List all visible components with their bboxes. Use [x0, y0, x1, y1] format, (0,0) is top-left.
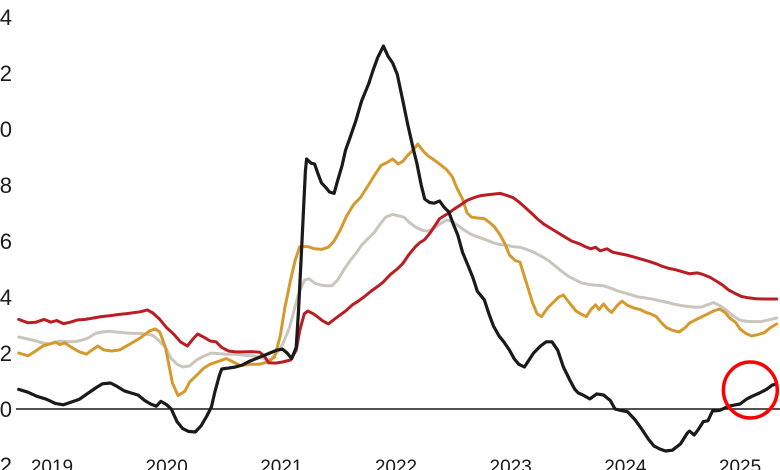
y-tick-label: 14 — [0, 5, 12, 30]
y-tick-label: 10 — [0, 117, 12, 142]
y-tick-label: 6 — [0, 229, 12, 254]
x-tick-label: 2019 — [31, 457, 73, 470]
x-tick-label: 2025 — [719, 457, 761, 470]
series-gold-line — [17, 142, 779, 398]
x-tick-label: 2021 — [260, 457, 302, 470]
y-tick-label: 8 — [0, 173, 12, 198]
x-tick-label: 2022 — [375, 457, 417, 470]
series-red-line — [17, 191, 779, 365]
y-tick-label: 2 — [0, 341, 12, 366]
x-tick-label: 2020 — [146, 457, 188, 470]
x-tick-label: 2023 — [490, 457, 532, 470]
series-black-line — [17, 44, 779, 453]
highlight-circle-annotation — [721, 360, 780, 420]
y-tick-label: 12 — [0, 61, 12, 86]
y-tick-label: 4 — [0, 285, 12, 310]
x-tick-label: 2024 — [604, 457, 647, 470]
y-tick-label: 0 — [0, 397, 12, 422]
series-gray-line — [17, 212, 779, 369]
y-tick-label: -2 — [0, 453, 12, 470]
